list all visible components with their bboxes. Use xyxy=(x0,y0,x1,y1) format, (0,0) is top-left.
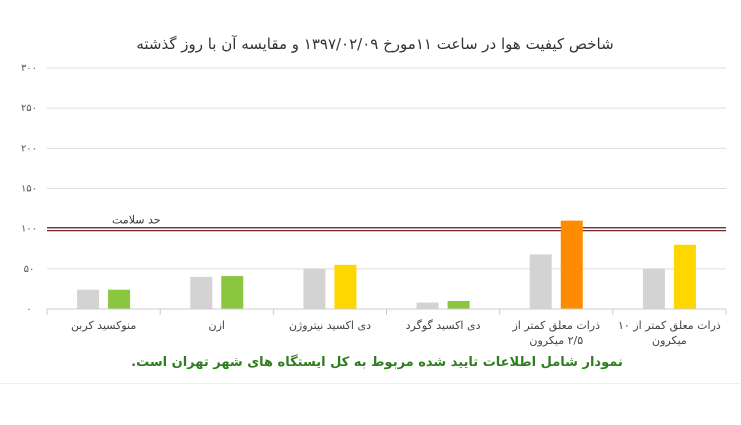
category-label: ازن xyxy=(209,319,225,332)
chart-svg: شاخص کیفیت هوا در ساعت ۱۱مورخ ۱۳۹۷/۰۲/۰۹… xyxy=(21,35,727,370)
bar-current-0 xyxy=(108,289,131,309)
bar-previous-0 xyxy=(77,289,100,309)
category-label: ذرات معلق کمتر از xyxy=(512,319,601,333)
bar-previous-4 xyxy=(529,254,552,309)
category-label: میکرون xyxy=(652,334,687,347)
reference-line-label: حد سلامت xyxy=(112,214,161,227)
y-tick-label: ۵۰ xyxy=(24,264,35,275)
category-label: دی اکسید گوگرد xyxy=(406,319,481,332)
chart-title: شاخص کیفیت هوا در ساعت ۱۱مورخ ۱۳۹۷/۰۲/۰۹… xyxy=(136,35,613,53)
category-label: ذرات معلق کمتر از ۱۰ xyxy=(618,319,721,333)
chart-footnote: نمودار شامل اطلاعات تایید شده مربوط به ک… xyxy=(131,354,623,370)
x-axis: منوکسید کربن ازن دی اکسید نیتروژن دی اکسید … xyxy=(46,308,727,347)
bottom-divider xyxy=(0,383,741,384)
aqi-chart: شاخص کیفیت هوا در ساعت ۱۱مورخ ۱۳۹۷/۰۲/۰۹… xyxy=(21,35,727,370)
bar-current-3 xyxy=(447,300,470,309)
bar-previous-1 xyxy=(190,276,213,309)
y-tick-label: ۳۰۰ xyxy=(21,63,37,74)
y-tick-label: ۲۰۰ xyxy=(21,143,37,154)
bar-current-2 xyxy=(334,264,357,309)
y-axis: ۳۰۰ ۲۵۰ ۲۰۰ ۱۵۰ ۱۰۰ ۵۰ ۰ xyxy=(21,63,37,315)
bar-current-4 xyxy=(560,220,583,309)
y-tick-label: ۱۰۰ xyxy=(21,224,37,235)
category-label: دی اکسید نیتروژن xyxy=(289,319,371,332)
category-label: ۲/۵ میکرون xyxy=(529,334,583,347)
bar-previous-5 xyxy=(642,268,665,309)
reference-line: حد سلامت xyxy=(47,214,726,232)
bar-current-1 xyxy=(221,276,244,309)
bars xyxy=(77,220,696,309)
bar-previous-3 xyxy=(416,302,439,309)
y-tick-label: ۱۵۰ xyxy=(21,184,37,195)
bar-previous-2 xyxy=(303,268,326,309)
category-label: منوکسید کربن xyxy=(71,319,136,332)
gridlines xyxy=(47,67,726,270)
y-tick-label: ۰ xyxy=(26,304,31,315)
y-tick-label: ۲۵۰ xyxy=(21,103,37,114)
bar-current-5 xyxy=(673,244,696,309)
